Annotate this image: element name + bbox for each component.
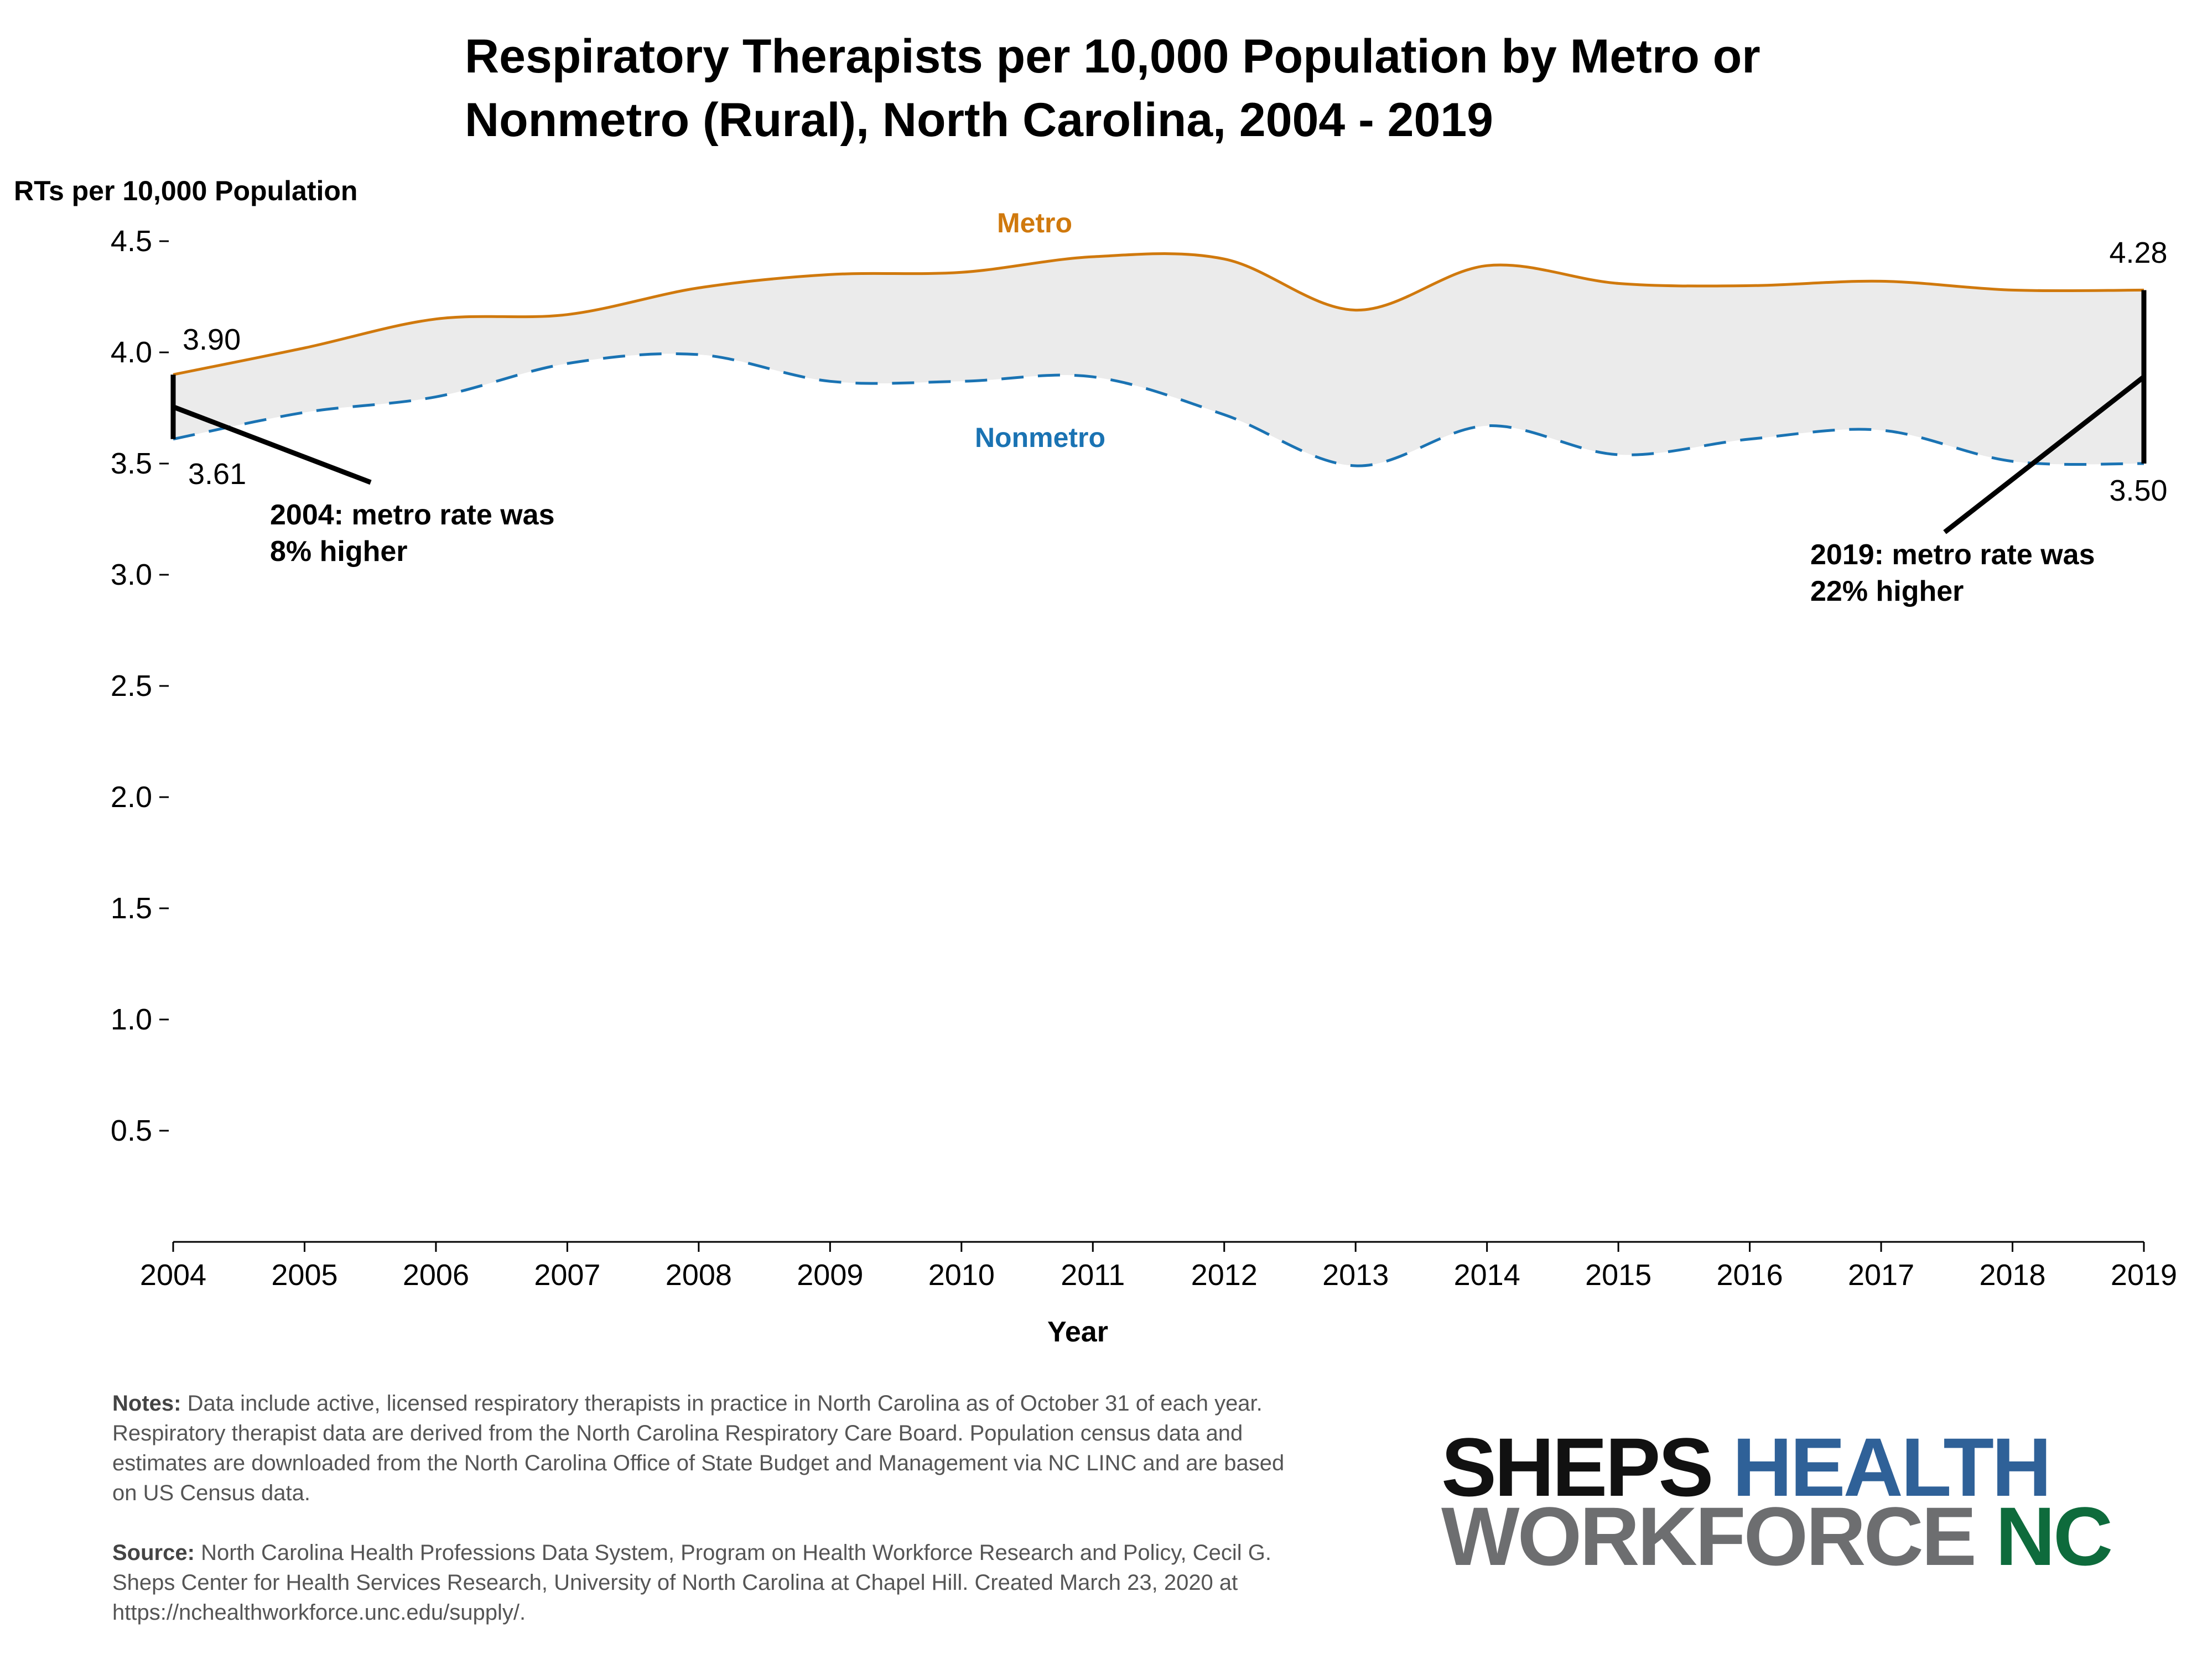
x-tick-label-2009: 2009 <box>797 1258 863 1292</box>
y-axis-label: RTs per 10,000 Population <box>14 175 357 206</box>
line-chart: RTs per 10,000 Population 2004 2005 2006 20… <box>14 175 2177 1348</box>
x-tick-label-2017: 2017 <box>1848 1258 1914 1292</box>
x-tick-label-2010: 2010 <box>928 1258 995 1292</box>
y-tick-label-1.0: 1.0 <box>111 1003 152 1036</box>
annotation-2019-line-2: 22% higher <box>1810 575 1964 607</box>
source-paragraph: Source: North Carolina Health Profession… <box>112 1538 1302 1627</box>
chart-title-line-1: Respiratory Therapists per 10,000 Popula… <box>465 30 1760 83</box>
x-tick-label-2016: 2016 <box>1717 1258 1783 1292</box>
y-tick-label-1.5: 1.5 <box>111 892 152 925</box>
x-tick-label-2007: 2007 <box>534 1258 600 1292</box>
x-tick-label-2013: 2013 <box>1322 1258 1389 1292</box>
source-text: North Carolina Health Professions Data S… <box>112 1541 1271 1625</box>
x-tick-label-2012: 2012 <box>1191 1258 1258 1292</box>
annotation-2004-line-1: 2004: metro rate was <box>270 499 555 531</box>
chart-title-line-2: Nonmetro (Rural), North Carolina, 2004 -… <box>465 93 1493 147</box>
x-tick-label-2019: 2019 <box>2111 1258 2177 1292</box>
x-tick-label-2011: 2011 <box>1061 1258 1125 1292</box>
source-heading: Source: <box>112 1541 195 1565</box>
value-label-metro-2019: 4.28 <box>2109 236 2167 269</box>
y-tick-label-4.0: 4.0 <box>111 336 152 369</box>
logo-word-nc: NC <box>1995 1490 2113 1583</box>
value-label-nonmetro-2004: 3.61 <box>188 457 246 491</box>
x-tick-label-2008: 2008 <box>666 1258 732 1292</box>
y-tick-label-3.5: 3.5 <box>111 447 152 480</box>
metro-line <box>173 252 2144 376</box>
logo-line-1: SHEPS HEALTH <box>1441 1426 2105 1509</box>
x-tick-label-2015: 2015 <box>1585 1258 1651 1292</box>
x-tick-label-2018: 2018 <box>1979 1258 2045 1292</box>
nonmetro-line <box>173 352 2144 467</box>
gap-area <box>173 253 2144 466</box>
y-tick-label-2.0: 2.0 <box>111 781 152 814</box>
notes-heading: Notes: <box>112 1391 181 1416</box>
notes-text: Data include active, licensed respirator… <box>112 1391 1285 1505</box>
logo-word-workforce: WORKFORCE <box>1441 1490 1977 1583</box>
series-label-metro: Metro <box>997 207 1072 238</box>
notes-paragraph: Notes: Data include active, licensed res… <box>112 1388 1302 1508</box>
value-label-metro-2004: 3.90 <box>183 323 241 356</box>
x-tick-label-2014: 2014 <box>1454 1258 1520 1292</box>
logo-word-sheps: SHEPS <box>1441 1421 1714 1513</box>
x-tick-label-2005: 2005 <box>271 1258 337 1292</box>
chart-notes: Notes: Data include active, licensed res… <box>112 1388 1302 1657</box>
y-tick-label-2.5: 2.5 <box>111 669 152 703</box>
x-axis-label: Year <box>1047 1316 1108 1348</box>
annotation-leader-2019 <box>1943 375 2146 534</box>
logo-word-health: HEALTH <box>1732 1421 2051 1513</box>
annotation-2019-line-1: 2019: metro rate was <box>1810 539 2095 571</box>
sheps-health-workforce-nc-logo: SHEPS HEALTH WORKFORCE NC <box>1441 1426 2113 1578</box>
logo-line-2: WORKFORCE NC <box>1441 1495 2113 1578</box>
annotation-2004-line-2: 8% higher <box>270 535 408 568</box>
chart-title: Respiratory Therapists per 10,000 Popula… <box>465 25 1959 152</box>
y-tick-label-4.5: 4.5 <box>111 225 152 258</box>
x-tick-label-2004: 2004 <box>140 1258 206 1292</box>
value-label-nonmetro-2019: 3.50 <box>2109 474 2167 507</box>
annotation-leader-2004 <box>172 404 372 485</box>
x-tick-label-2006: 2006 <box>403 1258 469 1292</box>
y-tick-label-3.0: 3.0 <box>111 558 152 591</box>
series-label-nonmetro: Nonmetro <box>975 422 1105 453</box>
y-tick-label-0.5: 0.5 <box>111 1114 152 1147</box>
